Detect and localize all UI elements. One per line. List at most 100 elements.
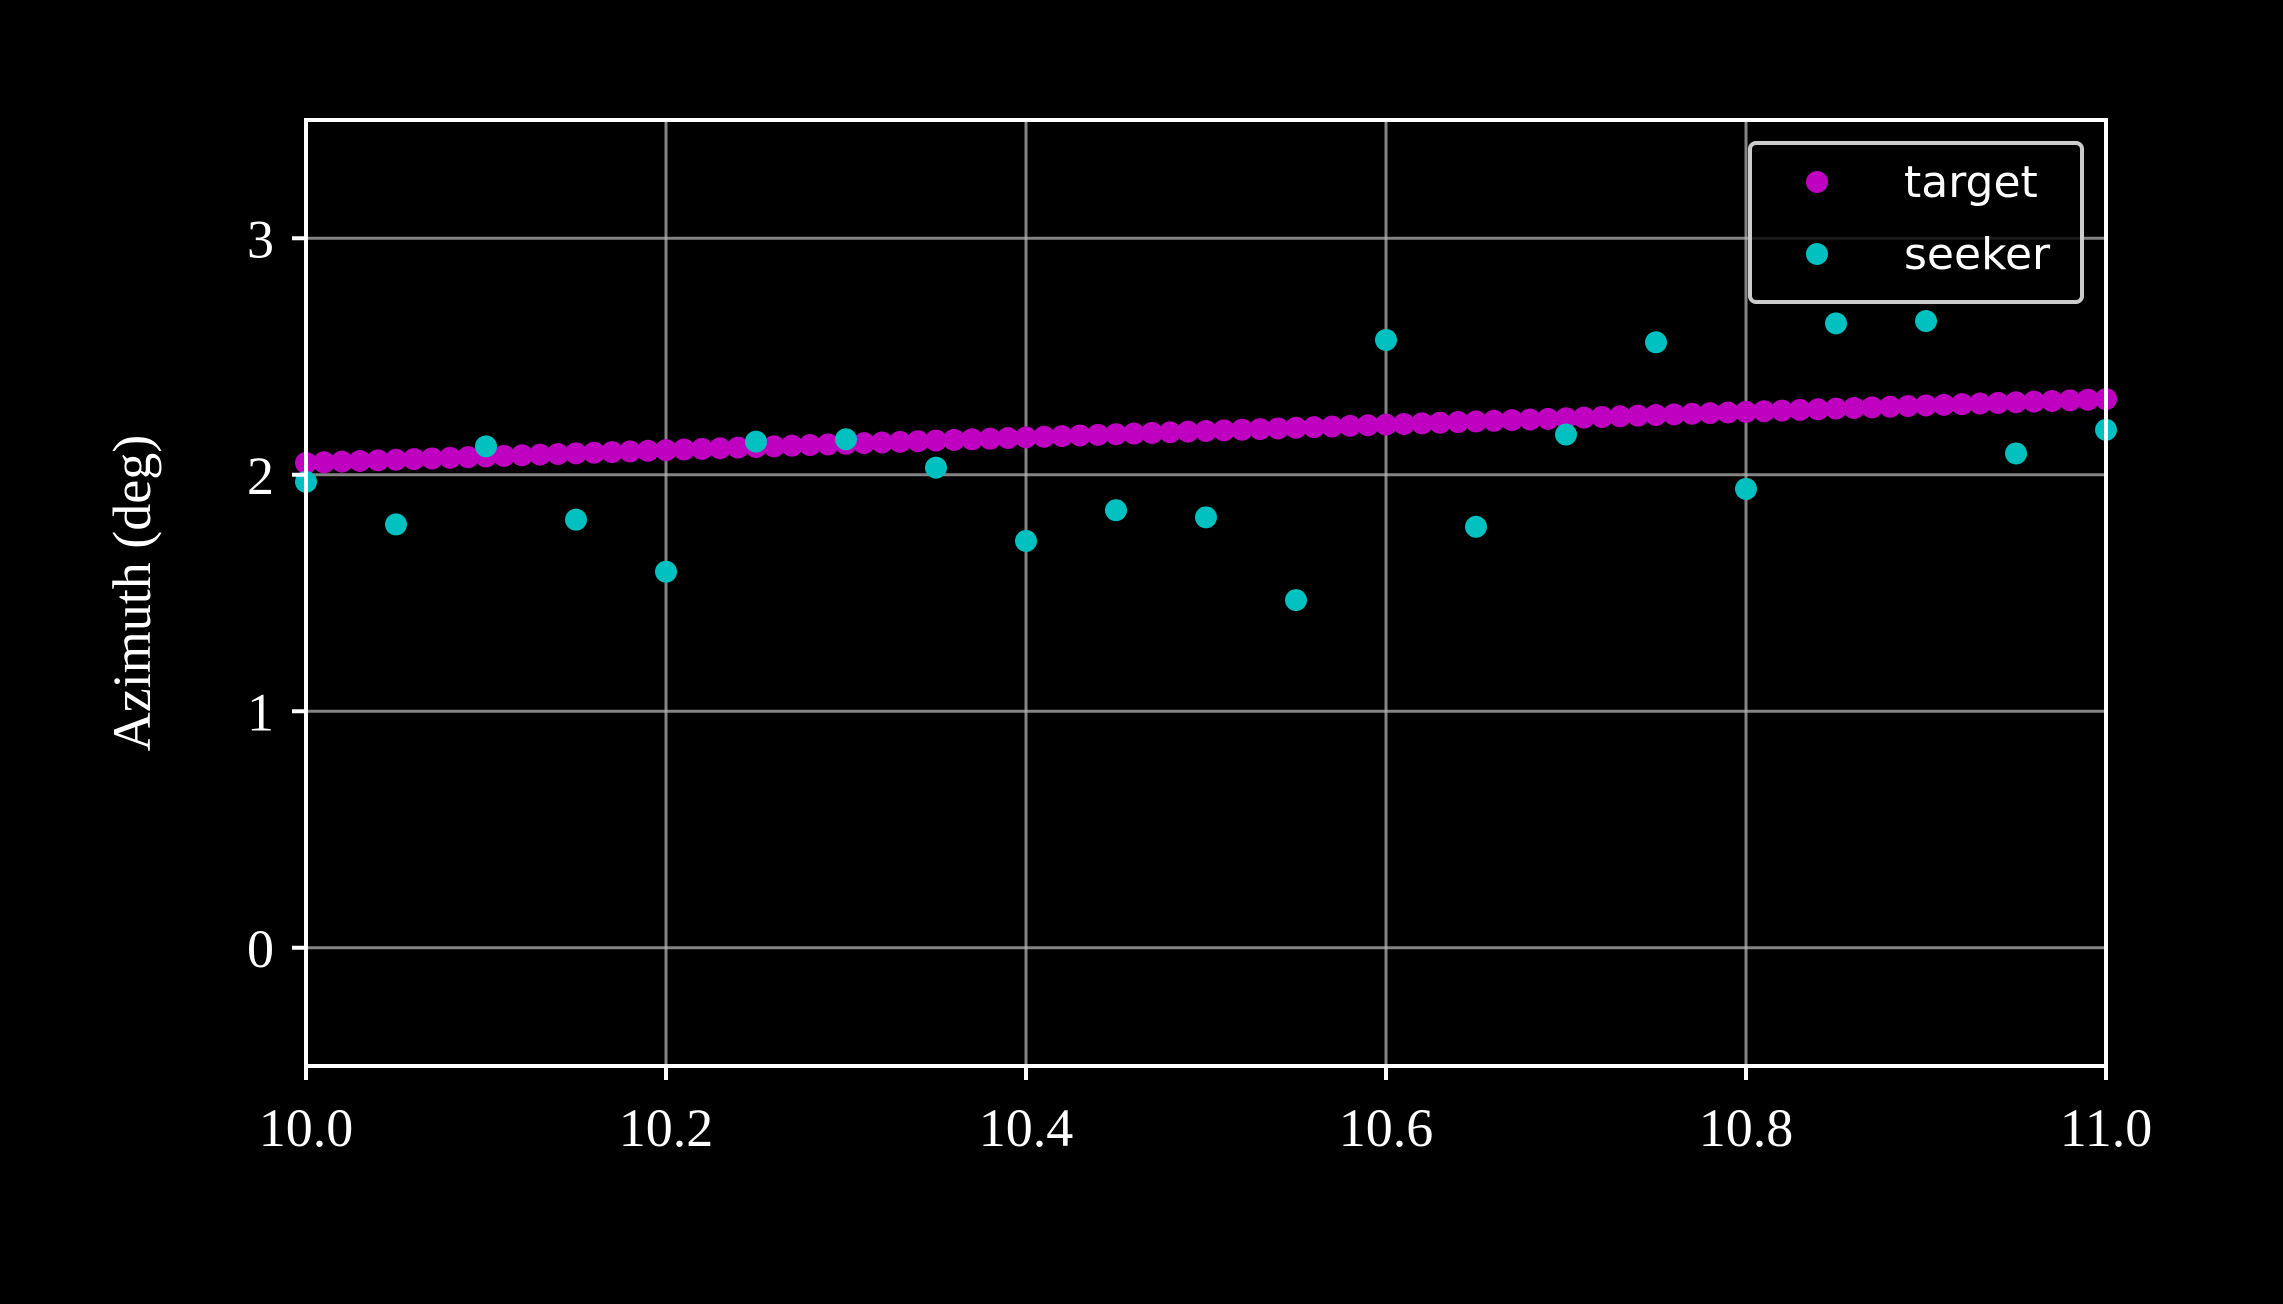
- target-point: [331, 450, 353, 473]
- target-point: [1087, 423, 1109, 446]
- legend-marker-seeker: [1806, 243, 1828, 265]
- target-point: [1429, 411, 1451, 434]
- target-point: [493, 444, 515, 467]
- legend-box: [1748, 141, 2084, 304]
- x-tick-label: 11.0: [2060, 1098, 2153, 1158]
- target-point: [2077, 388, 2099, 411]
- seeker-point: [1285, 589, 1307, 612]
- x-tick-label: 10.0: [259, 1098, 354, 1158]
- seeker-point: [1825, 312, 1847, 335]
- target-point: [1033, 425, 1055, 448]
- target-point: [1843, 397, 1865, 420]
- target-point: [1231, 418, 1253, 441]
- target-point: [1825, 397, 1847, 420]
- target-point: [1375, 413, 1397, 436]
- y-tick-label: 2: [247, 446, 274, 506]
- target-point: [907, 430, 929, 453]
- seeker-point: [1735, 477, 1757, 500]
- target-point: [1969, 392, 1991, 415]
- seeker-point: [1195, 506, 1217, 529]
- target-point: [367, 449, 389, 472]
- target-point: [1267, 417, 1289, 440]
- target-point: [997, 427, 1019, 450]
- target-point: [1357, 414, 1379, 437]
- legend-label-seeker: seeker: [1904, 229, 2051, 280]
- target-point: [709, 437, 731, 460]
- target-point: [781, 434, 803, 457]
- target-point: [1573, 406, 1595, 429]
- target-point: [1645, 404, 1667, 427]
- axis-ticks: 10.0 10.2 10.4 10.6 10.8 11.0 0 1 2 3: [247, 209, 2152, 1158]
- target-point: [565, 442, 587, 465]
- x-tick-label: 10.4: [979, 1098, 1074, 1158]
- seeker-point: [385, 513, 407, 536]
- target-point: [583, 441, 605, 464]
- target-point: [2005, 391, 2027, 414]
- legend-marker-target: [1806, 171, 1828, 193]
- target-point: [1501, 409, 1523, 432]
- target-point: [1303, 416, 1325, 439]
- seeker-point: [1915, 310, 1937, 333]
- x-tick-label: 10.2: [619, 1098, 714, 1158]
- target-point: [1771, 399, 1793, 422]
- legend-label-target: target: [1904, 157, 2038, 208]
- seeker-point: [835, 428, 857, 451]
- target-point: [889, 430, 911, 453]
- target-point: [1879, 395, 1901, 418]
- target-point: [1519, 408, 1541, 431]
- target-point: [1393, 412, 1415, 435]
- target-point: [1051, 425, 1073, 448]
- target-point: [1717, 401, 1739, 424]
- target-point: [673, 438, 695, 461]
- y-axis-label: Azimuth (deg): [102, 435, 162, 751]
- target-point: [1951, 393, 1973, 416]
- target-point: [1861, 396, 1883, 419]
- target-point: [1681, 402, 1703, 425]
- target-point: [871, 431, 893, 454]
- target-point: [1807, 398, 1829, 421]
- seeker-point: [1645, 331, 1667, 354]
- target-point: [979, 427, 1001, 450]
- target-point: [1591, 405, 1613, 428]
- target-point: [763, 435, 785, 458]
- target-point: [457, 446, 479, 469]
- seeker-point: [1015, 529, 1037, 552]
- target-point: [1627, 404, 1649, 427]
- target-point: [1789, 398, 1811, 421]
- plot-series: [295, 310, 2117, 612]
- target-point: [1483, 409, 1505, 432]
- target-point: [1699, 402, 1721, 425]
- target-point: [1555, 407, 1577, 430]
- target-point: [1987, 391, 2009, 414]
- target-point: [1537, 407, 1559, 430]
- target-point: [637, 439, 659, 462]
- target-point: [529, 443, 551, 466]
- seeker-point: [1465, 515, 1487, 538]
- target-point: [547, 442, 569, 465]
- seeker-point: [1105, 499, 1127, 522]
- target-point: [349, 450, 371, 473]
- target-point: [853, 432, 875, 455]
- seeker-point: [565, 508, 587, 531]
- target-point: [1213, 419, 1235, 442]
- target-point: [1447, 411, 1469, 434]
- target-point: [1177, 420, 1199, 443]
- target-point: [1285, 416, 1307, 439]
- target-point: [943, 428, 965, 451]
- y-tick-label: 1: [247, 682, 274, 742]
- target-point: [655, 439, 677, 462]
- target-point: [817, 433, 839, 456]
- seeker-point: [745, 430, 767, 453]
- target-point: [1933, 393, 1955, 416]
- target-point: [799, 434, 821, 457]
- target-point: [1321, 415, 1343, 438]
- target-point: [1069, 424, 1091, 447]
- y-tick-label: 3: [247, 209, 274, 269]
- target-point: [1897, 395, 1919, 418]
- target-point: [1159, 421, 1181, 444]
- target-point: [1411, 412, 1433, 435]
- target-point: [961, 428, 983, 451]
- target-point: [439, 446, 461, 469]
